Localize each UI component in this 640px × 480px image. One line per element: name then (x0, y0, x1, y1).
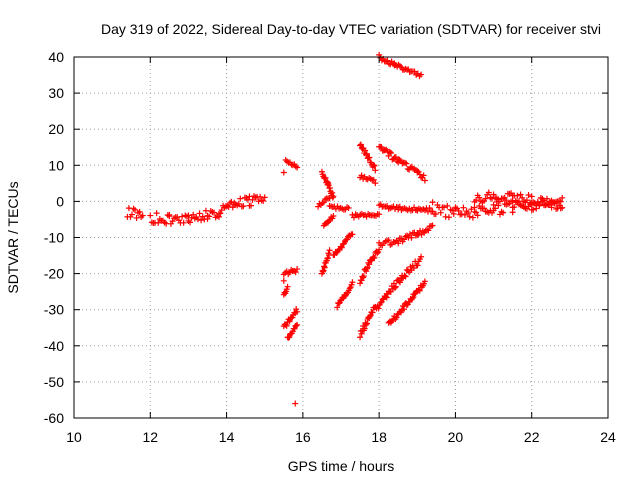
series-arc-16 (319, 247, 333, 276)
x-axis-title: GPS time / hours (288, 458, 395, 474)
x-tick-label: 16 (295, 429, 311, 445)
data-point (281, 170, 287, 176)
data-point (154, 210, 160, 216)
data-point (292, 401, 298, 407)
data-point (403, 161, 409, 167)
series-arc-19 (357, 141, 378, 173)
data-point (317, 201, 323, 207)
data-point (446, 214, 452, 220)
y-tick-label: 40 (48, 49, 64, 65)
series-arc-22 (376, 52, 424, 79)
axis-ticks: 10 12 14 16 18 20 22 24 -60 -50 -40 -30 -20 -10 0 10 20 3… (44, 49, 616, 445)
x-tick-label: 24 (600, 429, 616, 445)
y-tick-label: -60 (44, 410, 64, 426)
data-point (281, 278, 287, 284)
grid-lines (74, 57, 608, 418)
series-arc-6 (281, 266, 300, 277)
series-arc-20 (357, 172, 378, 186)
series-arc-14 (327, 203, 352, 213)
data-point (424, 227, 430, 233)
data-point (237, 196, 243, 202)
y-tick-label: -50 (44, 374, 64, 390)
series-arc-2 (147, 208, 222, 227)
series-arc-3 (216, 193, 268, 220)
series-arc-18 (334, 279, 355, 310)
data-point (438, 210, 444, 216)
series-arc-15 (321, 213, 337, 229)
y-tick-label: 10 (48, 157, 64, 173)
series-arc-4 (283, 157, 300, 170)
x-tick-label: 22 (524, 429, 540, 445)
y-tick-label: -10 (44, 230, 64, 246)
data-point (529, 193, 535, 199)
series-arc-21 (349, 211, 382, 221)
series-arc-10 (281, 278, 287, 284)
series-arc-24 (376, 201, 435, 214)
y-tick-label: -20 (44, 266, 64, 282)
data-point (126, 205, 132, 211)
x-tick-label: 18 (371, 429, 387, 445)
data-point (197, 210, 203, 216)
data-point (430, 199, 436, 205)
y-axis-title: SDTVAR / TECUs (5, 181, 21, 293)
x-tick-label: 14 (219, 429, 235, 445)
series-arc-25 (376, 222, 435, 248)
data-point (327, 247, 333, 253)
data-point (460, 205, 466, 211)
y-tick-label: -30 (44, 302, 64, 318)
data-point (430, 222, 436, 228)
data-point (526, 192, 532, 198)
data-point (397, 63, 403, 69)
data-point (444, 203, 450, 209)
data-point (147, 213, 153, 219)
data-points (124, 52, 565, 407)
y-tick-label: 30 (48, 85, 64, 101)
series-arc-7 (281, 284, 291, 298)
series-arc-23 (376, 144, 428, 184)
series-arc-26 (357, 247, 382, 287)
series-arc-17 (330, 231, 355, 258)
series-arc-5 (281, 170, 287, 176)
x-tick-label: 12 (142, 429, 158, 445)
series-arc-11 (292, 401, 298, 407)
x-tick-label: 20 (448, 429, 464, 445)
y-tick-label: -40 (44, 338, 64, 354)
series-arc-1 (124, 205, 145, 221)
y-tick-label: 0 (56, 193, 64, 209)
chart-title: Day 319 of 2022, Sidereal Day-to-day VTE… (101, 21, 601, 37)
sdtvar-scatter-chart: 10 12 14 16 18 20 22 24 -60 -50 -40 -30 -20 -10 0 10 20 3… (0, 0, 640, 480)
y-tick-label: 20 (48, 121, 64, 137)
x-tick-label: 10 (66, 429, 82, 445)
